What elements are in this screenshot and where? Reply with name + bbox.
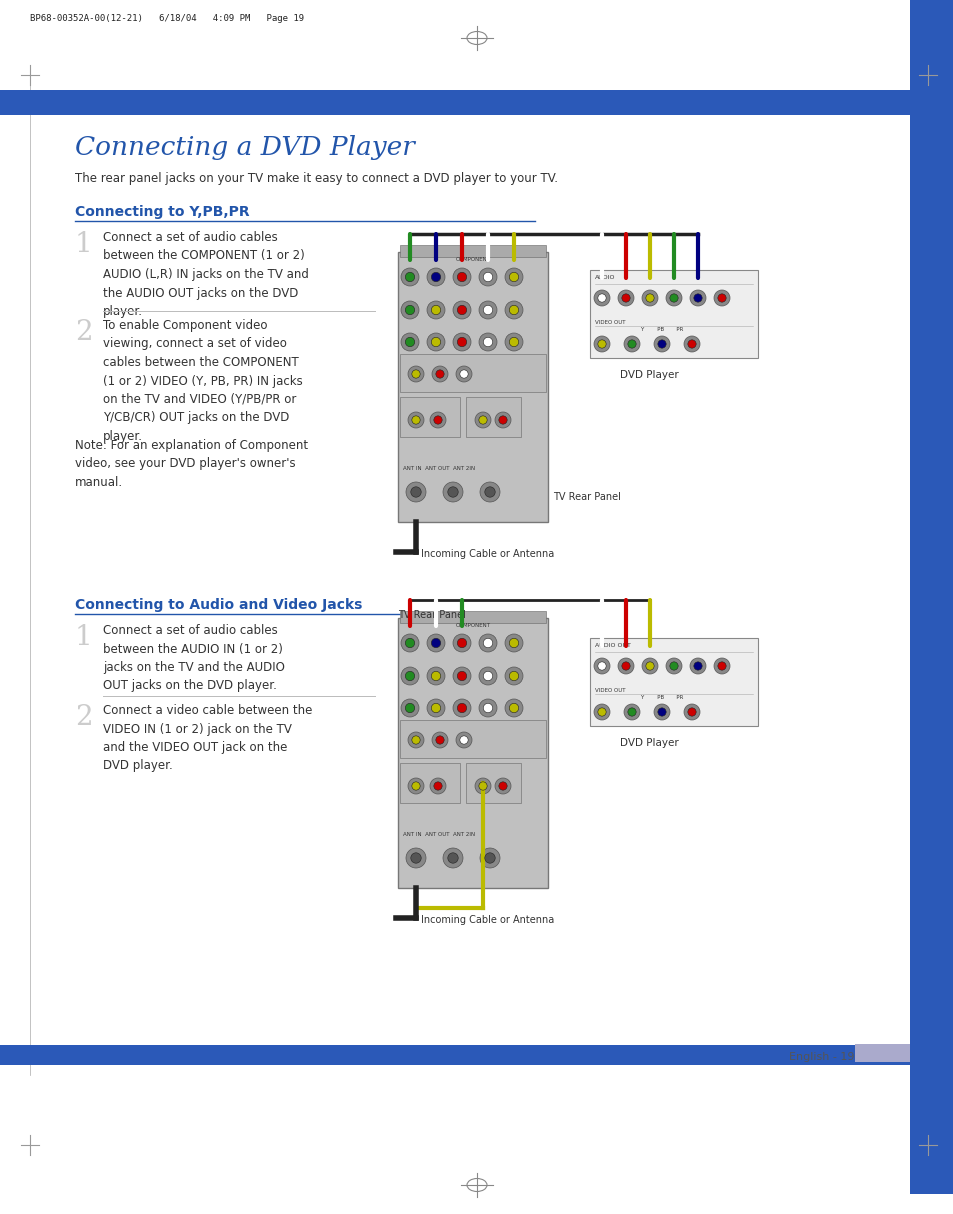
Circle shape xyxy=(645,294,654,302)
Text: Connecting a DVD Player: Connecting a DVD Player xyxy=(75,135,415,160)
Text: DVD Player: DVD Player xyxy=(619,738,678,748)
Circle shape xyxy=(459,370,468,378)
Circle shape xyxy=(430,778,446,794)
Circle shape xyxy=(689,658,705,674)
Circle shape xyxy=(509,337,518,347)
Circle shape xyxy=(459,736,468,744)
Bar xyxy=(399,611,545,623)
Circle shape xyxy=(504,333,522,351)
Text: AUDIO: AUDIO xyxy=(595,276,615,280)
Circle shape xyxy=(483,671,492,681)
Circle shape xyxy=(427,666,444,685)
Circle shape xyxy=(427,333,444,351)
Circle shape xyxy=(427,634,444,652)
Circle shape xyxy=(478,333,497,351)
Circle shape xyxy=(408,412,423,429)
Circle shape xyxy=(693,662,701,670)
Circle shape xyxy=(412,370,419,378)
Circle shape xyxy=(432,732,448,748)
Circle shape xyxy=(683,704,700,720)
Circle shape xyxy=(687,340,696,348)
Bar xyxy=(399,245,545,257)
Circle shape xyxy=(478,301,497,319)
Circle shape xyxy=(669,294,678,302)
Circle shape xyxy=(623,336,639,352)
Text: VIDEO OUT: VIDEO OUT xyxy=(595,320,625,325)
Circle shape xyxy=(478,666,497,685)
Circle shape xyxy=(431,305,440,314)
Circle shape xyxy=(618,658,634,674)
Circle shape xyxy=(456,703,466,713)
Circle shape xyxy=(405,639,415,648)
Circle shape xyxy=(689,290,705,306)
Circle shape xyxy=(504,268,522,287)
Circle shape xyxy=(509,703,518,713)
Text: Note: For an explanation of Component
video, see your DVD player's owner's
manua: Note: For an explanation of Component vi… xyxy=(75,439,308,489)
Circle shape xyxy=(408,778,423,794)
Circle shape xyxy=(713,290,729,306)
Text: Connect a set of audio cables
between the AUDIO IN (1 or 2)
jacks on the TV and : Connect a set of audio cables between th… xyxy=(103,624,285,692)
Circle shape xyxy=(509,639,518,648)
Text: The rear panel jacks on your TV make it easy to connect a DVD player to your TV.: The rear panel jacks on your TV make it … xyxy=(75,172,558,185)
Text: TV Rear Panel: TV Rear Panel xyxy=(553,492,620,503)
Circle shape xyxy=(412,736,419,744)
Circle shape xyxy=(405,305,415,314)
Circle shape xyxy=(594,704,609,720)
Circle shape xyxy=(456,732,472,748)
Circle shape xyxy=(400,268,418,287)
Circle shape xyxy=(432,365,448,382)
Circle shape xyxy=(434,782,441,790)
Circle shape xyxy=(427,301,444,319)
Text: To enable Component video
viewing, connect a set of video
cables between the COM: To enable Component video viewing, conne… xyxy=(103,319,302,443)
Circle shape xyxy=(621,294,630,302)
Circle shape xyxy=(456,337,466,347)
Circle shape xyxy=(654,704,669,720)
Circle shape xyxy=(483,305,492,314)
Text: Incoming Cable or Antenna: Incoming Cable or Antenna xyxy=(420,549,554,558)
Circle shape xyxy=(483,337,492,347)
Text: VIDEO OUT: VIDEO OUT xyxy=(595,688,625,693)
Circle shape xyxy=(509,272,518,282)
Text: BP68-00352A-00(12-21)   6/18/04   4:09 PM   Page 19: BP68-00352A-00(12-21) 6/18/04 4:09 PM Pa… xyxy=(30,15,304,23)
Text: Connect a video cable between the
VIDEO IN (1 or 2) jack on the TV
and the VIDEO: Connect a video cable between the VIDEO … xyxy=(103,704,312,772)
Circle shape xyxy=(478,416,487,424)
Circle shape xyxy=(598,662,605,670)
Circle shape xyxy=(442,849,462,868)
Circle shape xyxy=(412,782,419,790)
Text: 2: 2 xyxy=(75,319,92,346)
Circle shape xyxy=(456,305,466,314)
Circle shape xyxy=(453,268,471,287)
Circle shape xyxy=(400,301,418,319)
Circle shape xyxy=(504,301,522,319)
Circle shape xyxy=(406,849,426,868)
Circle shape xyxy=(453,301,471,319)
Circle shape xyxy=(479,482,499,503)
Circle shape xyxy=(623,704,639,720)
Bar xyxy=(909,90,953,1065)
Circle shape xyxy=(598,294,605,302)
Circle shape xyxy=(412,416,419,424)
Bar xyxy=(909,0,953,1195)
Circle shape xyxy=(442,482,462,503)
Circle shape xyxy=(408,732,423,748)
Circle shape xyxy=(431,337,440,347)
Circle shape xyxy=(483,703,492,713)
Circle shape xyxy=(447,852,457,863)
Circle shape xyxy=(645,662,654,670)
Circle shape xyxy=(495,778,511,794)
Circle shape xyxy=(665,290,681,306)
Circle shape xyxy=(436,736,444,744)
Circle shape xyxy=(627,340,636,348)
Circle shape xyxy=(400,333,418,351)
Circle shape xyxy=(598,708,605,716)
Circle shape xyxy=(405,337,415,347)
Bar xyxy=(399,354,545,392)
Text: English - 19: English - 19 xyxy=(789,1053,854,1062)
Text: Connect a set of audio cables
between the COMPONENT (1 or 2)
AUDIO (L,R) IN jack: Connect a set of audio cables between th… xyxy=(103,231,309,318)
Text: DVD Player: DVD Player xyxy=(619,370,678,380)
Bar xyxy=(0,1045,909,1065)
Circle shape xyxy=(447,487,457,498)
Circle shape xyxy=(669,662,678,670)
Circle shape xyxy=(478,634,497,652)
Circle shape xyxy=(687,708,696,716)
